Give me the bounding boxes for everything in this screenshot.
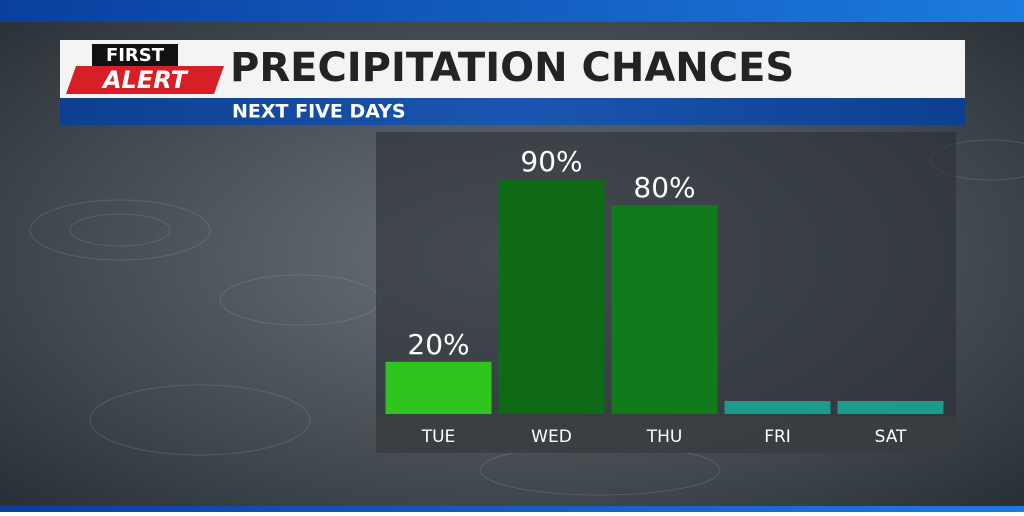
top-stripe xyxy=(0,0,1024,22)
chart-subtitle: NEXT FIVE DAYS xyxy=(232,101,406,123)
chart-title: PRECIPITATION CHANCES xyxy=(230,45,794,91)
value-label: 80% xyxy=(633,171,695,204)
bar xyxy=(837,400,944,414)
subtitle-bar xyxy=(60,98,965,125)
x-tick-label: THU xyxy=(646,427,683,447)
bottom-stripe xyxy=(0,506,1024,512)
x-tick-label: WED xyxy=(531,427,572,447)
logo-top xyxy=(92,44,178,66)
value-label: 90% xyxy=(520,145,582,178)
category-row xyxy=(376,416,956,453)
logo-first: FIRST xyxy=(106,45,165,66)
x-tick-label: FRI xyxy=(764,427,791,447)
logo-alert: ALERT xyxy=(101,66,189,94)
bar xyxy=(611,205,718,414)
x-tick-label: TUE xyxy=(421,427,456,447)
logo-bottom xyxy=(66,66,224,94)
value-label: 20% xyxy=(407,328,469,361)
bar xyxy=(724,400,831,414)
bar xyxy=(385,361,492,414)
bar xyxy=(498,179,605,414)
x-tick-label: SAT xyxy=(875,427,907,447)
